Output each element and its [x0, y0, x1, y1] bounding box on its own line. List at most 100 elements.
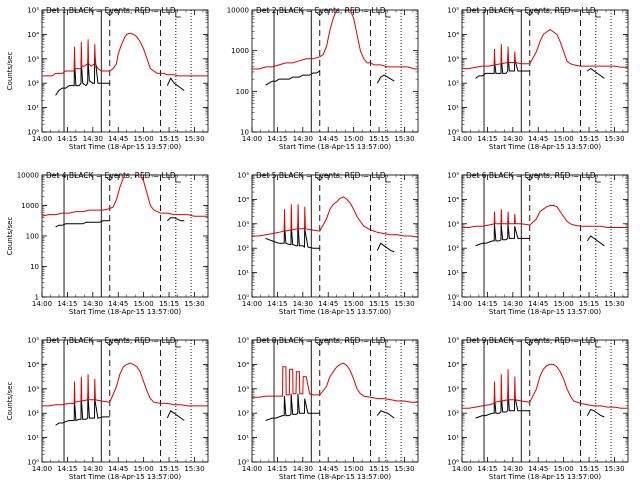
night-marker [385, 176, 391, 183]
x-tick-label: 15:15 [369, 135, 389, 143]
y-tick-label: 1000 [231, 47, 249, 55]
chart-panel-2: Det 2 BLACK = Events, RED = LLD 10 100 1000… [227, 6, 419, 151]
y-tick-label: 10⁵ [237, 172, 249, 180]
chart-title: Det 9 BLACK = Events, RED = LLD [466, 336, 596, 345]
saa-marker [526, 11, 534, 16]
x-tick-label: 15:15 [579, 465, 599, 473]
x-tick-label: 14:00 [242, 465, 262, 473]
chart-panel-9: Det 9 BLACK = Events, RED = LLD 10⁰ 10¹ 10²… [447, 336, 629, 480]
x-tick-label: 14:30 [503, 300, 523, 308]
y-tick-label: 10⁰ [237, 294, 249, 302]
x-tick-label: 14:15 [57, 465, 77, 473]
series-black [166, 77, 185, 91]
x-tick-label: 14:45 [318, 300, 338, 308]
x-tick-label: 14:30 [83, 135, 103, 143]
y-tick-label: 10³ [27, 55, 39, 63]
plot-area [42, 340, 208, 462]
x-tick-label: 14:45 [318, 135, 338, 143]
plot-area [462, 10, 628, 132]
x-tick-label: 15:30 [184, 465, 204, 473]
saa-marker [316, 176, 324, 181]
chart-title: Det 8 BLACK = Events, RED = LLD [256, 336, 386, 345]
y-tick-label: 100 [26, 233, 39, 241]
x-tick-label: 15:00 [554, 300, 574, 308]
y-tick-label: 10⁵ [447, 172, 459, 180]
y-tick-label: 100 [236, 88, 249, 96]
y-tick-label: 10⁴ [447, 31, 459, 39]
x-axis-label: Start Time (18-Apr-15 13:57:00) [69, 143, 181, 151]
saa-marker [106, 176, 114, 181]
x-tick-label: 15:30 [184, 135, 204, 143]
series-black [586, 235, 605, 247]
night-marker [385, 341, 391, 348]
y-tick-label: 10² [237, 245, 249, 253]
x-tick-label: 14:30 [503, 465, 523, 473]
y-tick-label: 10⁵ [27, 337, 39, 345]
chart-title: Det 5 BLACK = Events, RED = LLD [256, 171, 386, 180]
night-marker [385, 11, 391, 18]
x-tick-label: 14:45 [318, 465, 338, 473]
x-tick-label: 15:30 [604, 300, 624, 308]
x-tick-label: 14:00 [32, 300, 52, 308]
x-tick-label: 14:15 [267, 135, 287, 143]
y-tick-label: 10⁵ [447, 337, 459, 345]
saa-marker [106, 11, 114, 16]
plot-area [462, 340, 628, 462]
chart-panel-4: Det 4 BLACK = Events, RED = LLD 1 10 100 100… [6, 171, 209, 316]
night-marker [175, 341, 181, 348]
x-tick-label: 14:15 [477, 465, 497, 473]
y-tick-label: 10 [30, 263, 39, 271]
series-black [587, 67, 605, 79]
x-tick-label: 14:30 [503, 135, 523, 143]
y-tick-label: 10³ [237, 385, 249, 393]
plot-area [42, 175, 208, 297]
x-axis-label: Start Time (18-Apr-15 13:57:00) [69, 308, 181, 316]
y-tick-label: 10² [237, 410, 249, 418]
plot-area [252, 10, 418, 132]
x-tick-label: 14:00 [452, 135, 472, 143]
series-black [166, 410, 185, 421]
y-tick-label: 10⁰ [27, 459, 39, 467]
night-marker [595, 341, 601, 348]
x-axis-label: Start Time (18-Apr-15 13:57:00) [279, 143, 391, 151]
y-tick-label: 10² [447, 245, 459, 253]
y-tick-label: 10⁵ [237, 337, 249, 345]
series-black [265, 70, 321, 86]
x-tick-label: 14:30 [293, 300, 313, 308]
x-tick-label: 15:15 [579, 300, 599, 308]
y-tick-label: 10⁴ [447, 196, 459, 204]
x-tick-label: 15:15 [159, 465, 179, 473]
night-marker [175, 11, 181, 18]
y-tick-label: 10¹ [447, 269, 459, 277]
x-tick-label: 15:15 [159, 135, 179, 143]
plot-area [252, 340, 418, 462]
y-tick-label: 10³ [447, 220, 459, 228]
x-tick-label: 15:30 [184, 300, 204, 308]
series-black [586, 408, 605, 418]
y-tick-label: 10000 [227, 7, 249, 15]
series-red [42, 362, 208, 407]
y-tick-label: 10⁴ [447, 361, 459, 369]
y-tick-label: 10¹ [27, 434, 39, 442]
x-axis-label: Start Time (18-Apr-15 13:57:00) [279, 473, 391, 480]
x-tick-label: 14:15 [57, 135, 77, 143]
x-tick-label: 14:15 [267, 465, 287, 473]
chart-panel-3: Det 3 BLACK = Events, RED = LLD 10⁰ 10¹ 10²… [447, 6, 629, 151]
series-black [376, 242, 395, 253]
series-red [252, 362, 418, 403]
x-tick-label: 14:45 [528, 465, 548, 473]
series-black [376, 410, 395, 419]
chart-title: Det 1 BLACK = Events, RED = LLD [46, 6, 176, 15]
plot-frame [461, 174, 629, 298]
y-tick-label: 10⁴ [27, 31, 39, 39]
series-red [252, 196, 418, 238]
x-tick-label: 15:00 [134, 300, 154, 308]
series-black [55, 220, 110, 228]
plot-frame [251, 339, 419, 463]
x-axis-label: Start Time (18-Apr-15 13:57:00) [489, 143, 601, 151]
y-tick-label: 10² [447, 80, 459, 88]
series-red [462, 205, 628, 228]
chart-panel-8: Det 8 BLACK = Events, RED = LLD 10⁰ 10¹ 10²… [237, 336, 419, 480]
series-red [42, 32, 208, 77]
